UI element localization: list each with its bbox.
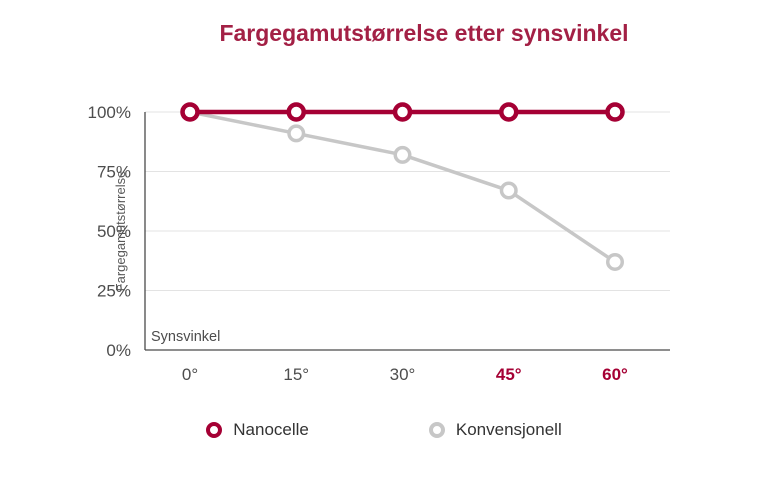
y-tick-label: 50% [97,222,131,241]
x-axis-title: Synsvinkel [151,329,220,345]
y-tick-label: 25% [97,282,131,301]
konvensjonell-marker-icon [428,422,445,438]
marker-konvensjonell-3 [499,181,518,200]
series-line-konvensjonell [188,110,617,264]
x-tick-label: 15° [283,365,309,384]
chart-svg: 100% 75% 50% 25% 0% 0° 15° 30° 45° 60° Fargegamuts… [88,102,670,384]
legend-label-konvensjonell: Konvensjonell [455,420,562,439]
marker-konvensjonell-2 [393,145,412,164]
marker-konvensjonell-4 [606,252,624,271]
y-tick-label: 100% [88,103,131,122]
y-tick-label: 0% [106,341,131,360]
marker-konvensjonell-1 [287,124,306,143]
marker-nanocelle-1 [286,102,306,122]
x-tick-label: 60° [602,365,628,384]
marker-nanocelle-4 [605,102,625,122]
marker-nanocelle-0 [180,102,200,122]
marker-nanocelle-2 [392,102,413,122]
marker-nanocelle-3 [499,102,519,122]
chart-title: Fargegamutstørrelse etter synsvinkel [219,20,629,46]
legend-item-nanocelle: Nanocelle [206,420,309,440]
legend-label-nanocelle: Nanocelle [233,420,309,439]
legend: Nanocelle Konvensjonell [0,420,768,440]
x-tick-label: 0° [182,365,198,384]
x-tick-label: 45° [496,365,522,384]
legend-item-konvensjonell: Konvensjonell [428,420,562,440]
y-tick-label: 75% [97,163,131,182]
nanocelle-marker-icon [206,422,223,438]
x-tick-label: 30° [390,365,416,384]
y-axis-title: Fargegamutstørrelse [113,171,128,292]
